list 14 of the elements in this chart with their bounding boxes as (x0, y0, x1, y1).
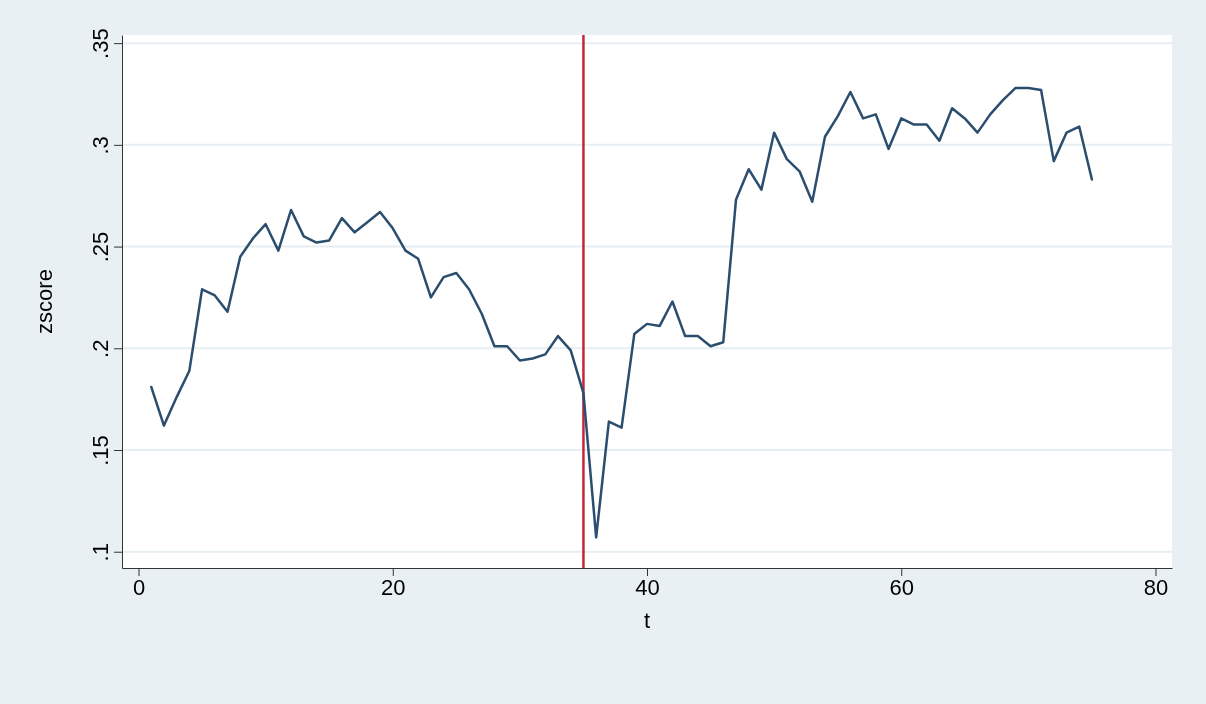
y-tick-label: .2 (87, 339, 113, 358)
x-tick-label: 80 (1143, 574, 1169, 600)
x-tick-label: 0 (132, 574, 146, 600)
x-tick-label: 20 (381, 574, 406, 600)
y-tick-label: .3 (87, 136, 113, 155)
x-tick-label: 40 (635, 574, 660, 600)
y-tick-label: .15 (87, 435, 113, 466)
y-tick-label: .35 (87, 28, 113, 59)
x-axis-title: t (643, 608, 651, 633)
y-axis-title: zscore (32, 269, 57, 334)
y-tick-label: .1 (87, 543, 113, 562)
y-tick-label: .25 (87, 231, 113, 263)
line-series (149, 86, 1094, 539)
x-tick-label: 60 (889, 574, 914, 600)
